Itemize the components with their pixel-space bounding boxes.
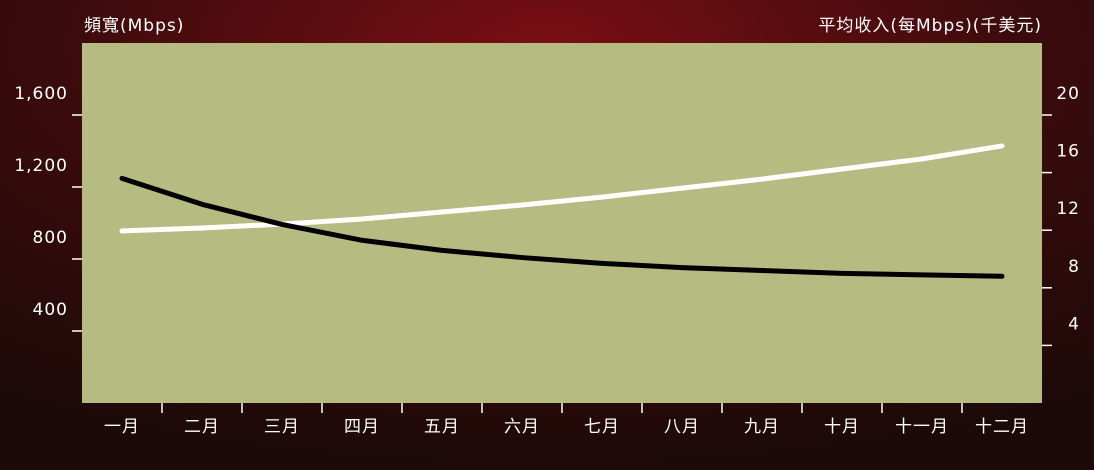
y-tick-label: 1,600 (14, 84, 68, 104)
y2-axis-title: 平均收入(每Mbps)(千美元) (818, 16, 1042, 36)
x-tick-label: 八月 (664, 417, 700, 437)
x-tick-label: 四月 (344, 417, 380, 437)
y2-tick-label: 4 (1068, 314, 1080, 334)
y-tick-label: 1,200 (14, 156, 68, 176)
y2-tick-label: 16 (1056, 142, 1080, 162)
x-tick-label: 七月 (584, 417, 620, 437)
x-tick-label: 一月 (104, 417, 140, 437)
x-tick-label: 九月 (744, 417, 780, 437)
x-tick-label: 五月 (424, 417, 460, 437)
x-tick-label: 三月 (264, 417, 300, 437)
series-line (119, 175, 1005, 279)
y2-tick-label: 12 (1056, 199, 1080, 219)
y2-tick-label: 20 (1056, 84, 1080, 104)
series-line (119, 143, 1005, 234)
x-tick-label: 六月 (504, 417, 540, 437)
y-tick-label: 400 (33, 300, 68, 320)
x-tick-label: 十月 (824, 417, 860, 437)
y-axis-title: 頻寬(Mbps) (84, 16, 184, 36)
y2-tick-label: 8 (1068, 257, 1080, 277)
x-tick-label: 十一月 (895, 417, 949, 437)
x-tick-label: 十二月 (975, 417, 1029, 437)
plot-area (82, 43, 1042, 403)
x-tick-label: 二月 (184, 417, 220, 437)
y-tick-label: 800 (33, 228, 68, 248)
